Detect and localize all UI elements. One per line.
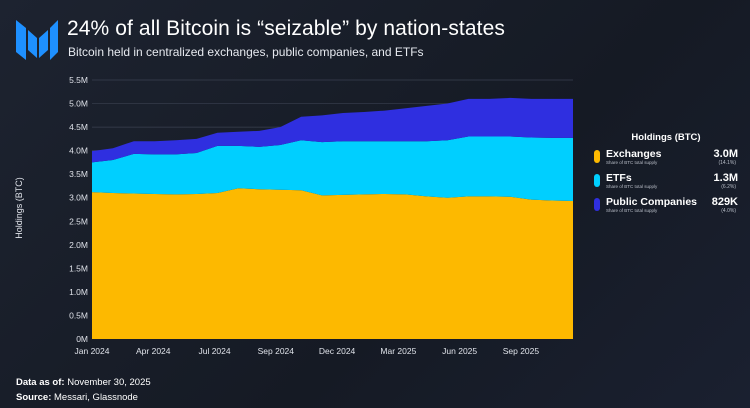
data-as-of: Data as of: November 30, 2025 bbox=[16, 377, 151, 388]
legend-percent: (4.0%) bbox=[721, 208, 736, 214]
y-tick-label: 5.5M bbox=[69, 75, 88, 85]
legend: Holdings (BTC) Exchanges Share of BTC to… bbox=[590, 132, 742, 220]
area-exchanges bbox=[92, 188, 573, 339]
y-tick-label: 4.5M bbox=[69, 122, 88, 132]
y-tick-label: 4.0M bbox=[69, 146, 88, 156]
chart-subtitle: Bitcoin held in centralized exchanges, p… bbox=[68, 45, 424, 59]
x-tick-label: Jul 2024 bbox=[198, 346, 230, 356]
legend-name: ETFs bbox=[606, 172, 632, 184]
data-as-of-label: Data as of: bbox=[16, 377, 65, 388]
legend-item-public-companies: Public Companies Share of BTC total supp… bbox=[590, 196, 742, 220]
y-tick-label: 2.0M bbox=[69, 240, 88, 250]
y-tick-label: 3.5M bbox=[69, 169, 88, 179]
y-tick-label: 2.5M bbox=[69, 216, 88, 226]
legend-subtext: Share of BTC total supply bbox=[606, 184, 658, 189]
chart-title: 24% of all Bitcoin is “seizable” by nati… bbox=[67, 17, 505, 40]
legend-value: 3.0M bbox=[713, 148, 738, 160]
data-as-of-value: November 30, 2025 bbox=[67, 377, 151, 388]
legend-item-exchanges: Exchanges Share of BTC total supply 3.0M… bbox=[590, 148, 742, 172]
x-tick-label: Jan 2024 bbox=[75, 346, 110, 356]
legend-percent: (14.1%) bbox=[718, 160, 736, 166]
x-tick-label: Apr 2024 bbox=[136, 346, 171, 356]
legend-item-etfs: ETFs Share of BTC total supply 1.3M (6.2… bbox=[590, 172, 742, 196]
x-tick-label: Mar 2025 bbox=[380, 346, 416, 356]
source: Source: Messari, Glassnode bbox=[16, 392, 138, 403]
y-tick-label: 1.0M bbox=[69, 287, 88, 297]
area-public-companies bbox=[92, 97, 573, 163]
x-tick-label: Jun 2025 bbox=[442, 346, 477, 356]
legend-name: Exchanges bbox=[606, 148, 662, 160]
y-tick-label: 3.0M bbox=[69, 193, 88, 203]
legend-swatch bbox=[594, 150, 600, 163]
legend-swatch bbox=[594, 198, 600, 211]
source-value: Messari, Glassnode bbox=[54, 392, 138, 403]
legend-name: Public Companies bbox=[606, 196, 698, 208]
y-tick-label: 0.5M bbox=[69, 310, 88, 320]
y-tick-label: 5.0M bbox=[69, 99, 88, 109]
legend-title: Holdings (BTC) bbox=[631, 132, 701, 143]
x-tick-label: Sep 2024 bbox=[258, 346, 295, 356]
x-tick-label: Dec 2024 bbox=[319, 346, 356, 356]
area-etfs bbox=[92, 136, 573, 202]
legend-subtext: Share of BTC total supply bbox=[606, 208, 658, 213]
messari-logo bbox=[16, 20, 58, 60]
y-tick-label: 1.5M bbox=[69, 263, 88, 273]
legend-subtext: Share of BTC total supply bbox=[606, 160, 658, 165]
legend-value: 1.3M bbox=[713, 172, 738, 184]
y-tick-label: 0M bbox=[76, 334, 88, 344]
x-tick-label: Sep 2025 bbox=[503, 346, 540, 356]
legend-swatch bbox=[594, 174, 600, 187]
legend-percent: (6.2%) bbox=[721, 184, 736, 190]
source-label: Source: bbox=[16, 392, 52, 403]
legend-value: 829K bbox=[711, 196, 738, 208]
